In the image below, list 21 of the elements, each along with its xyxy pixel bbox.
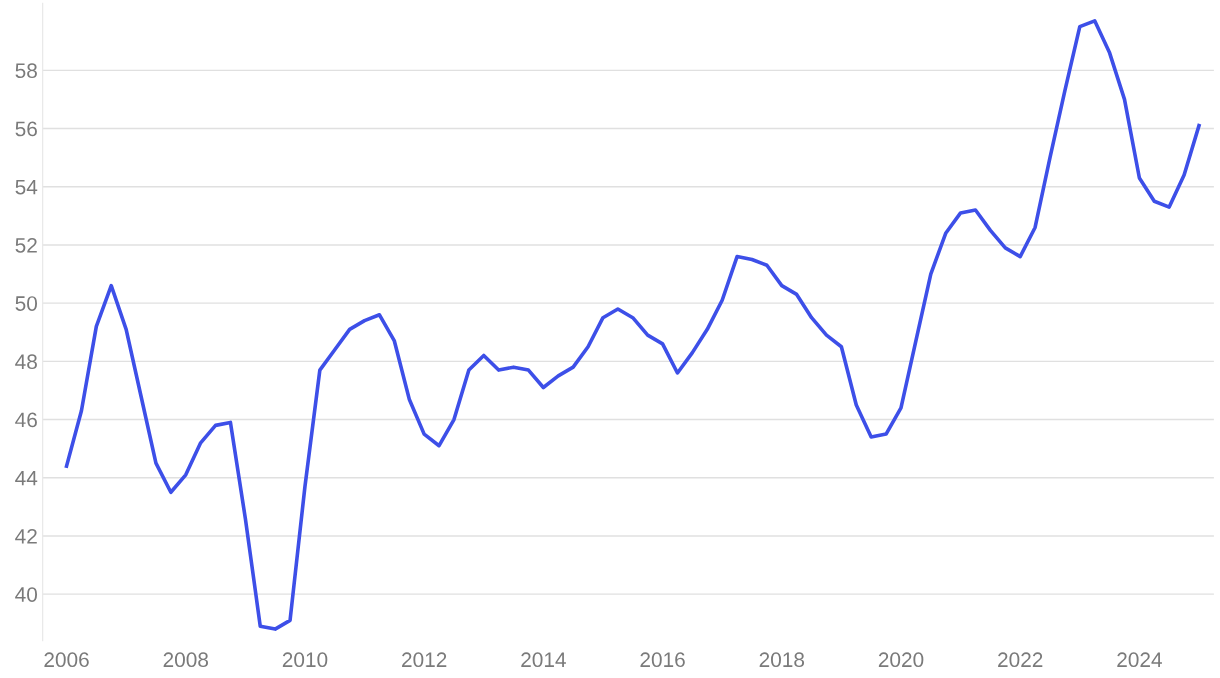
y-tick-label: 40: [15, 587, 38, 602]
y-tick-label: 44: [15, 470, 38, 486]
x-tick-label: 2024: [1117, 652, 1162, 668]
y-tick-label: 48: [15, 354, 37, 370]
y-tick-label: 54: [15, 179, 38, 195]
x-tick-label: 2012: [402, 652, 447, 668]
y-tick-label: 52: [15, 237, 37, 253]
x-tick-label: 2006: [44, 652, 89, 668]
x-tick-label: 2016: [640, 652, 685, 668]
x-tick-label: 2014: [521, 652, 566, 668]
x-tick-label: 2010: [282, 652, 328, 668]
y-tick-label: 58: [15, 63, 37, 79]
y-tick-label: 46: [15, 412, 37, 428]
y-tick-label: 42: [15, 528, 37, 544]
line-series: [64, 19, 1201, 631]
x-tick-label: 2020: [878, 652, 924, 668]
x-tick-label: 2008: [163, 652, 209, 668]
y-tick-label: 56: [15, 121, 37, 137]
x-tick-label: 2022: [998, 652, 1043, 668]
x-tick-label: 2018: [759, 652, 805, 668]
y-tick-label: 50: [15, 296, 38, 311]
